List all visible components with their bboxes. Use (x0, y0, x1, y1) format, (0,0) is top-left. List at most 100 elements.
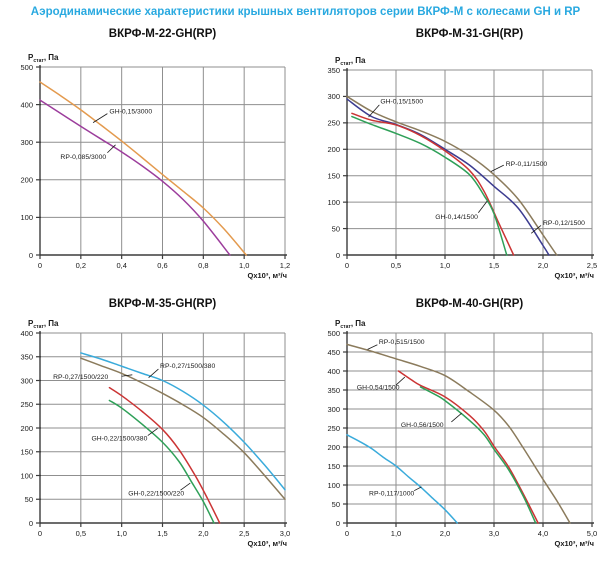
y-tick-label: 350 (327, 386, 340, 395)
series-label: RP-0,117/1000 (369, 490, 414, 497)
x-axis-label: Qx10³, м³/ч (555, 539, 595, 548)
series-label-leader (367, 344, 378, 350)
series-label: GH-0,54/1500 (357, 384, 400, 391)
chart-canvas: 0 50 100 150 200 250 300 350 400 0 0,5 1,0 1,5 2,0 2,5… (0, 296, 306, 563)
series-label-leader (395, 376, 406, 386)
y-tick-label: 200 (20, 424, 33, 433)
chart-svg: 0 50 100 150 200 250 300 350 400 450 500 0 1,0 2,0 3,0… (327, 319, 597, 548)
x-tick-label: 1,0 (391, 529, 401, 538)
y-tick-label: 200 (327, 443, 340, 452)
y-tick-label: 200 (20, 176, 33, 185)
series-label: GH-0,22/1500/380 (91, 435, 147, 442)
series-label-leader (92, 113, 108, 123)
y-tick-label: 0 (336, 251, 340, 260)
x-tick-label: 0,8 (198, 261, 208, 270)
chart-title: ВКРФ-М-35-GH(RP) (108, 298, 217, 310)
series-label-leader (107, 144, 116, 154)
y-tick-label: 250 (327, 424, 340, 433)
y-tick-label: 250 (327, 119, 340, 128)
x-tick-label: 0 (345, 261, 349, 270)
y-axis-label: Рстат, Па (335, 319, 366, 330)
chart-block-vkrf-m-31: ВКРФ-М-31-GH(RP) 0 50 100 150 200 250 300 350 0 0… (305, 26, 611, 288)
series-label: RP-0,27/1500/380 (160, 363, 215, 370)
y-tick-label: 400 (327, 367, 340, 376)
y-tick-label: 0 (29, 519, 33, 528)
y-axis-label: Рстат, Па (28, 53, 59, 64)
series-label: GH-0,15/3000 (109, 108, 152, 115)
series-curve (346, 343, 571, 524)
x-tick-label: 1,5 (157, 529, 167, 538)
y-tick-label: 50 (332, 224, 340, 233)
x-tick-label: 2,5 (239, 529, 249, 538)
x-tick-label: 1,0 (440, 261, 450, 270)
chart-svg: 0 50 100 150 200 250 300 350 400 0 0,5 1,0 1,5 2,0 2,5… (20, 319, 290, 548)
series-curve (39, 81, 247, 256)
series-label-leader (180, 482, 191, 491)
series-label: RP-0,11/1500 (506, 161, 548, 168)
series-label: RP-0,515/1500 (379, 339, 425, 346)
x-axis-label: Qx10³, м³/ч (248, 271, 288, 280)
chart-svg: 0 50 100 150 200 250 300 350 0 0,5 1,0 1,5 2,0 2,5 Рст… (327, 56, 597, 280)
series-curve (108, 386, 221, 524)
chart-block-vkrf-m-35: ВКРФ-М-35-GH(RP) 0 50 100 150 200 250 300 350 40… (0, 296, 306, 563)
y-tick-label: 350 (20, 353, 33, 362)
series-curve (108, 399, 215, 524)
y-tick-label: 300 (327, 405, 340, 414)
chart-title: ВКРФ-М-31-GH(RP) (415, 28, 524, 40)
y-tick-label: 300 (20, 138, 33, 147)
x-tick-label: 1,0 (116, 529, 126, 538)
series-label-leader (368, 104, 380, 118)
y-tick-label: 100 (327, 198, 340, 207)
y-tick-label: 100 (20, 213, 33, 222)
y-tick-label: 100 (20, 471, 33, 480)
series-curve (346, 95, 558, 256)
series-label-leader (490, 164, 504, 172)
series-label-leader (478, 200, 488, 213)
x-tick-label: 0 (38, 261, 42, 270)
x-tick-label: 0 (345, 529, 349, 538)
chart-canvas: 0 100 200 300 400 500 0 0,2 0,4 0,6 0,8 1,0 1,2 Рстат… (0, 26, 306, 288)
y-tick-label: 250 (20, 400, 33, 409)
y-tick-label: 300 (20, 376, 33, 385)
series-curve (397, 370, 539, 524)
series-label: GH-0,15/1500 (380, 99, 423, 106)
y-tick-label: 200 (327, 145, 340, 154)
chart-block-vkrf-m-22: ВКРФ-М-22-GH(RP) 0 100 200 300 400 500 0 0,2 0,4… (0, 26, 306, 288)
series-label-leader (413, 486, 422, 492)
chart-title: ВКРФ-М-40-GH(RP) (415, 298, 524, 310)
x-tick-label: 2,0 (198, 529, 208, 538)
series-curve (351, 115, 508, 256)
series-label-leader (121, 374, 133, 377)
x-tick-label: 3,0 (280, 529, 290, 538)
y-tick-label: 0 (29, 251, 33, 260)
x-tick-label: 2,0 (538, 261, 548, 270)
x-tick-label: 0,5 (76, 529, 86, 538)
x-axis-label: Qx10³, м³/ч (555, 271, 595, 280)
x-tick-label: 5,0 (587, 529, 597, 538)
series-label: GH-0,56/1500 (401, 422, 444, 429)
series-label-leader (451, 412, 462, 423)
chart-svg: 0 100 200 300 400 500 0 0,2 0,4 0,6 0,8 1,0 1,2 Рстат… (20, 53, 290, 280)
chart-block-vkrf-m-40: ВКРФ-М-40-GH(RP) 0 50 100 150 200 250 300 350 40… (305, 296, 611, 563)
series-label-leader (530, 225, 542, 234)
y-tick-label: 100 (327, 481, 340, 490)
x-tick-label: 2,5 (587, 261, 597, 270)
y-tick-label: 400 (20, 100, 33, 109)
series-curve (80, 357, 286, 500)
y-tick-label: 50 (25, 495, 33, 504)
y-axis-label: Рстат, Па (335, 56, 366, 67)
x-tick-label: 0,5 (391, 261, 401, 270)
series-label: RP-0,12/1500 (543, 220, 585, 227)
series-label: GH-0,22/1500/220 (128, 490, 184, 497)
x-tick-label: 0,6 (157, 261, 167, 270)
series-label: RP-0,085/3000 (60, 154, 106, 161)
series-label-leader (147, 428, 158, 436)
series-label-leader (148, 368, 159, 378)
chart-canvas: 0 50 100 150 200 250 300 350 400 450 500 0 1,0 2,0 3,0… (305, 296, 611, 563)
chart-title: ВКРФ-М-22-GH(RP) (108, 28, 217, 40)
y-axis-label: Рстат, Па (28, 319, 59, 330)
x-tick-label: 0 (38, 529, 42, 538)
series-curve (39, 99, 231, 256)
y-tick-label: 150 (327, 172, 340, 181)
